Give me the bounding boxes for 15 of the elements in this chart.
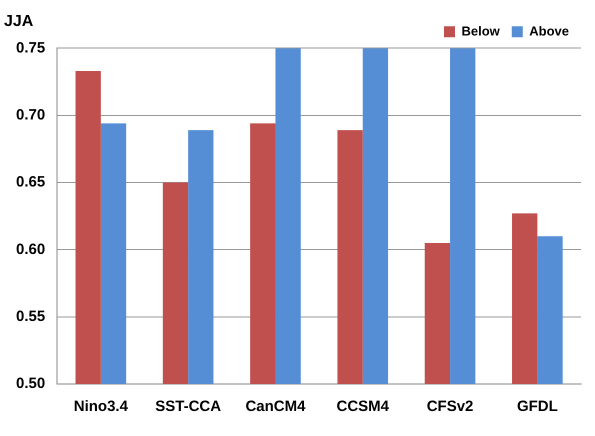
legend-label: Below xyxy=(461,23,501,38)
y-tick-label: 0.60 xyxy=(16,240,46,258)
x-tick-label: CanCM4 xyxy=(245,398,306,416)
chart-title: JJA xyxy=(4,13,34,30)
x-tick-label: CCSM4 xyxy=(336,398,390,416)
y-tick-label: 0.55 xyxy=(16,308,46,325)
x-tick-label: CFSv2 xyxy=(426,398,474,416)
y-tick-label: 0.75 xyxy=(16,39,46,56)
x-tick-label: GFDL xyxy=(516,398,558,416)
legend-label: Above xyxy=(529,23,570,38)
x-tick-label: SST-CCA xyxy=(155,398,222,416)
x-tick-label: Nino3.4 xyxy=(74,398,129,416)
y-tick-label: 0.50 xyxy=(16,375,46,392)
y-tick-label: 0.70 xyxy=(16,106,46,124)
y-tick-label: 0.65 xyxy=(16,174,46,191)
